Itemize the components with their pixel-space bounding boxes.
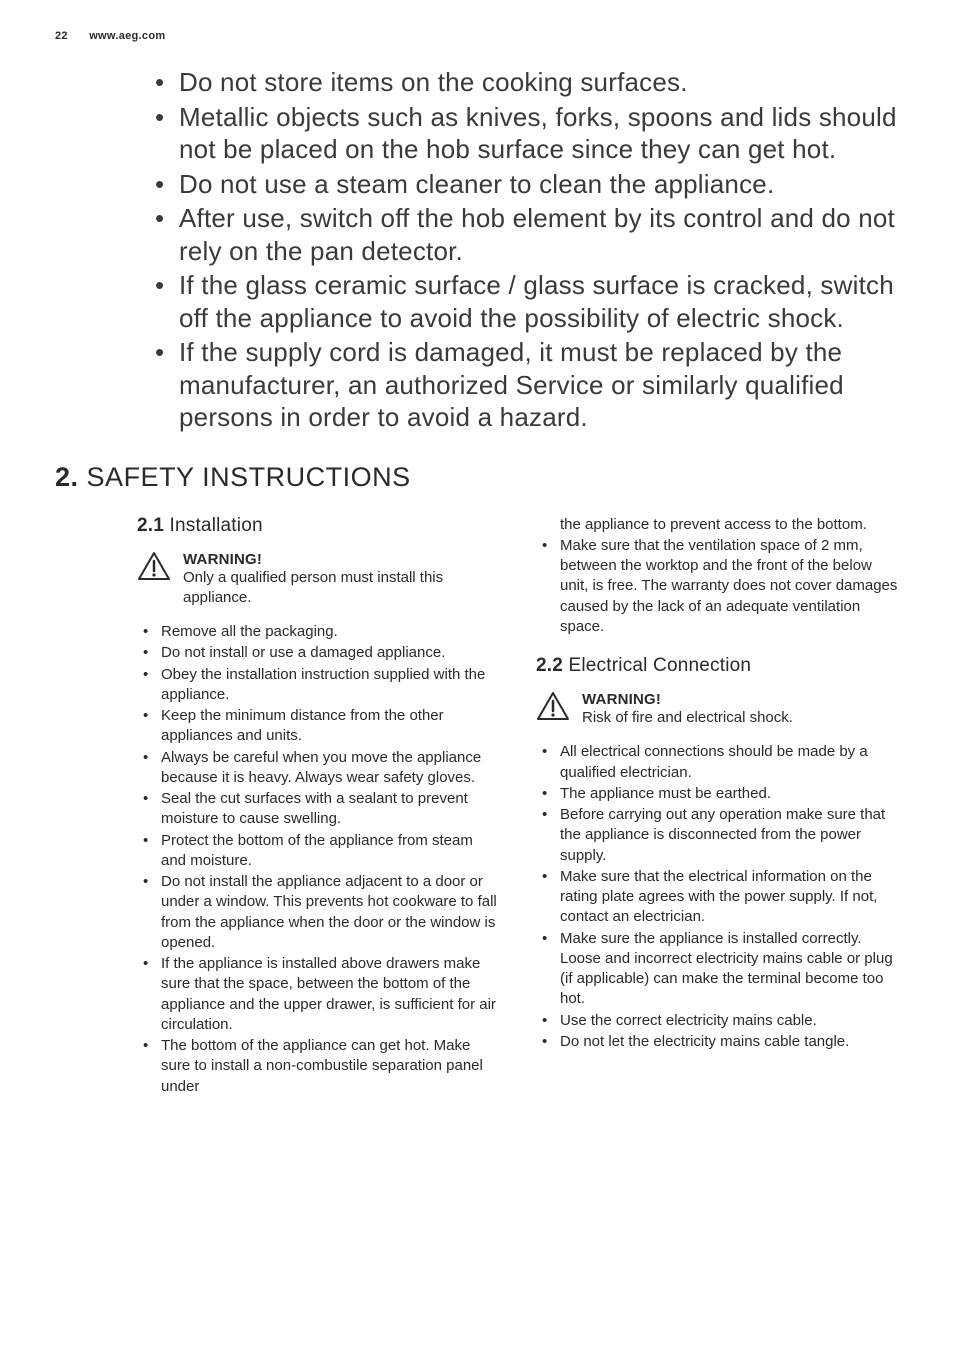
warning-body: Risk of fire and electrical shock. xyxy=(582,708,793,728)
subsection-heading-installation: 2.1 Installation xyxy=(137,515,500,537)
section-heading: 2. SAFETY INSTRUCTIONS xyxy=(55,462,899,493)
installation-bullets-continued: Make sure that the ventilation space of … xyxy=(540,536,899,637)
list-item: Seal the cut surfaces with a sealant to … xyxy=(141,789,500,830)
page-header: 22 www.aeg.com xyxy=(55,30,899,42)
list-item: Always be careful when you move the appl… xyxy=(141,748,500,789)
top-safety-bullets: Do not store items on the cooking surfac… xyxy=(155,66,899,434)
list-item: If the supply cord is damaged, it must b… xyxy=(155,336,899,434)
warning-text: WARNING! Risk of fire and electrical sho… xyxy=(582,691,793,728)
list-item: Do not store items on the cooking surfac… xyxy=(155,66,899,99)
list-item: Use the correct electricity mains cable. xyxy=(540,1011,899,1031)
warning-box: WARNING! Risk of fire and electrical sho… xyxy=(536,691,899,728)
warning-icon xyxy=(536,691,570,721)
list-item: Do not let the electricity mains cable t… xyxy=(540,1032,899,1052)
electrical-bullets: All electrical connections should be mad… xyxy=(540,742,899,1052)
warning-icon xyxy=(137,551,171,581)
list-item: Do not install or use a damaged applianc… xyxy=(141,643,500,663)
subsection-title: Electrical Connection xyxy=(569,655,752,676)
list-item: Do not use a steam cleaner to clean the … xyxy=(155,168,899,201)
continued-text: the appliance to prevent access to the b… xyxy=(536,515,899,535)
section-number: 2. xyxy=(55,462,79,492)
left-column: 2.1 Installation WARNING! Only a qualifi… xyxy=(137,515,500,1098)
list-item: Obey the installation instruction suppli… xyxy=(141,665,500,706)
subsection-number: 2.2 xyxy=(536,655,563,676)
list-item: Before carrying out any operation make s… xyxy=(540,805,899,866)
list-item: Remove all the packaging. xyxy=(141,622,500,642)
subsection-number: 2.1 xyxy=(137,515,164,536)
list-item: If the glass ceramic surface / glass sur… xyxy=(155,269,899,334)
list-item: Make sure that the electrical informatio… xyxy=(540,867,899,928)
list-item: After use, switch off the hob element by… xyxy=(155,202,899,267)
list-item: Make sure that the ventilation space of … xyxy=(540,536,899,637)
warning-text: WARNING! Only a qualified person must in… xyxy=(183,551,500,609)
list-item: Do not install the appliance adjacent to… xyxy=(141,872,500,953)
warning-box: WARNING! Only a qualified person must in… xyxy=(137,551,500,609)
list-item: If the appliance is installed above draw… xyxy=(141,954,500,1035)
subsection-title: Installation xyxy=(170,515,263,536)
two-column-body: 2.1 Installation WARNING! Only a qualifi… xyxy=(137,515,899,1098)
list-item: Protect the bottom of the appliance from… xyxy=(141,831,500,872)
header-site: www.aeg.com xyxy=(89,30,165,42)
page-number: 22 xyxy=(55,30,68,42)
list-item: The appliance must be earthed. xyxy=(540,784,899,804)
list-item: Make sure the appliance is installed cor… xyxy=(540,929,899,1010)
list-item: Keep the minimum distance from the other… xyxy=(141,706,500,747)
installation-bullets: Remove all the packaging. Do not install… xyxy=(141,622,500,1097)
warning-title: WARNING! xyxy=(183,551,500,568)
warning-body: Only a qualified person must install thi… xyxy=(183,568,500,609)
list-item: All electrical connections should be mad… xyxy=(540,742,899,783)
list-item: Metallic objects such as knives, forks, … xyxy=(155,101,899,166)
section-title: SAFETY INSTRUCTIONS xyxy=(87,462,411,492)
list-item: The bottom of the appliance can get hot.… xyxy=(141,1036,500,1097)
warning-title: WARNING! xyxy=(582,691,793,708)
subsection-heading-electrical: 2.2 Electrical Connection xyxy=(536,655,899,677)
right-column: the appliance to prevent access to the b… xyxy=(536,515,899,1098)
